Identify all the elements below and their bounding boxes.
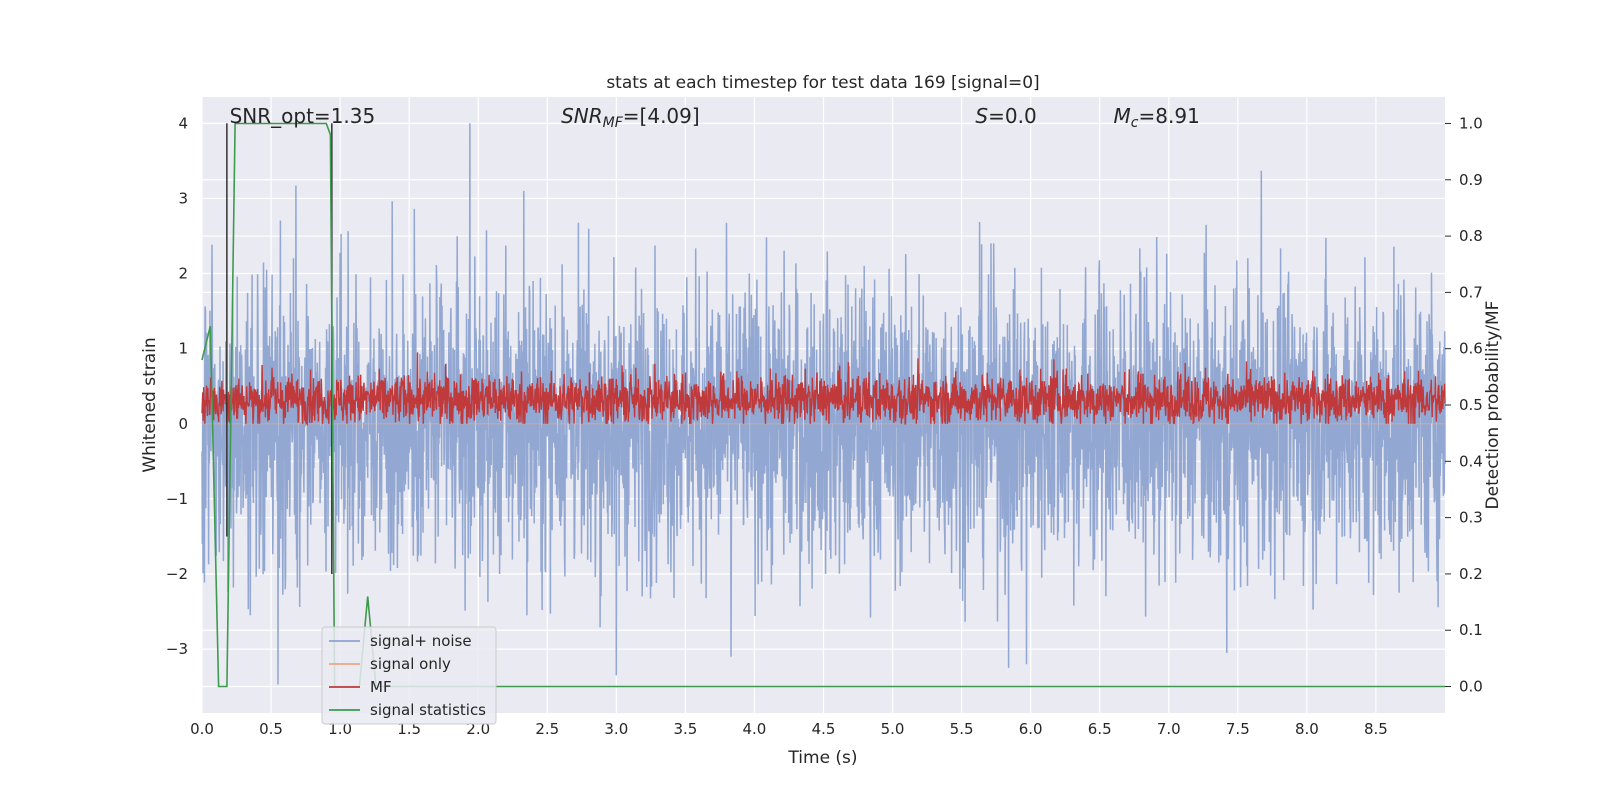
x-axis-label: Time (s) xyxy=(787,748,857,768)
series-signal-noise xyxy=(201,123,1446,685)
x-tick-label: 8.5 xyxy=(1364,720,1388,738)
x-tick-label: 7.5 xyxy=(1226,720,1250,738)
legend: signal+ noise signal only MF signal statist… xyxy=(321,626,497,725)
chart-title: stats at each timestep for test data 169… xyxy=(606,73,1039,93)
x-tick-label: 8.0 xyxy=(1295,720,1319,738)
series-mf xyxy=(201,352,1446,427)
legend-label: MF xyxy=(370,678,392,696)
y-tick-label-right: 1.0 xyxy=(1459,114,1483,132)
x-tick-label: 5.5 xyxy=(950,720,974,738)
y-tick-label-right: 0.3 xyxy=(1459,509,1483,527)
y-tick-labels-right: 0.0 0.1 0.2 0.3 0.4 0.5 0.6 0.7 0.8 0.9 1.0 xyxy=(1445,114,1483,696)
y-tick-label-right: 0.6 xyxy=(1459,340,1483,358)
annotation: Mc=8.91 xyxy=(1114,104,1200,131)
y-tick-labels-left: −3 −2 −1 0 1 2 3 4 xyxy=(166,114,188,658)
legend-label: signal statistics xyxy=(370,701,486,719)
y-tick-label-right: 0.8 xyxy=(1459,227,1483,245)
y-tick-label-right: 0.5 xyxy=(1459,396,1483,414)
annotation: S=0.0 xyxy=(975,104,1036,128)
y-tick-label-right: 0.0 xyxy=(1459,678,1483,696)
x-tick-labels: 0.0 0.5 1.0 1.5 2.0 2.5 3.0 3.5 4.0 4.5 5.0 5.5 6.0 6… xyxy=(190,720,1388,738)
x-tick-label: 2.5 xyxy=(535,720,559,738)
y-tick-label-right: 0.2 xyxy=(1459,565,1483,583)
x-tick-label: 0.0 xyxy=(190,720,214,738)
x-tick-label: 6.5 xyxy=(1088,720,1112,738)
y-tick-label-right: 0.1 xyxy=(1459,621,1483,639)
y-tick-label-left: −3 xyxy=(166,640,188,658)
x-tick-label: 0.5 xyxy=(259,720,283,738)
x-tick-label: 4.0 xyxy=(743,720,767,738)
annotations: SNR_opt=1.35 SNRMF=[4.09] S=0.0 Mc=8.91 xyxy=(230,104,1200,131)
x-tick-label: 3.5 xyxy=(673,720,697,738)
annotation: SNR_opt=1.35 xyxy=(230,104,376,128)
legend-box xyxy=(321,626,497,725)
y-tick-label-right: 0.7 xyxy=(1459,283,1483,301)
x-tick-label: 4.5 xyxy=(812,720,836,738)
y-tick-label-left: −1 xyxy=(166,490,188,508)
y-tick-label-left: 4 xyxy=(178,114,188,132)
annotation: SNRMF=[4.09] xyxy=(561,104,700,131)
x-tick-label: 7.0 xyxy=(1157,720,1181,738)
y-axis-label-right: Detection probability/MF xyxy=(1483,301,1503,510)
y-tick-label-right: 0.9 xyxy=(1459,171,1483,189)
x-tick-label: 6.0 xyxy=(1019,720,1043,738)
y-tick-label-left: −2 xyxy=(166,565,188,583)
y-tick-label-left: 2 xyxy=(178,265,188,283)
y-tick-label-left: 1 xyxy=(178,340,188,358)
y-tick-label-left: 3 xyxy=(178,189,188,207)
x-tick-label: 3.0 xyxy=(604,720,628,738)
y-tick-label-left: 0 xyxy=(178,415,188,433)
legend-label: signal only xyxy=(370,655,451,673)
y-tick-label-right: 0.4 xyxy=(1459,452,1483,470)
legend-label: signal+ noise xyxy=(370,632,472,650)
y-axis-label-left: Whitened strain xyxy=(140,337,160,472)
x-tick-label: 5.0 xyxy=(881,720,905,738)
